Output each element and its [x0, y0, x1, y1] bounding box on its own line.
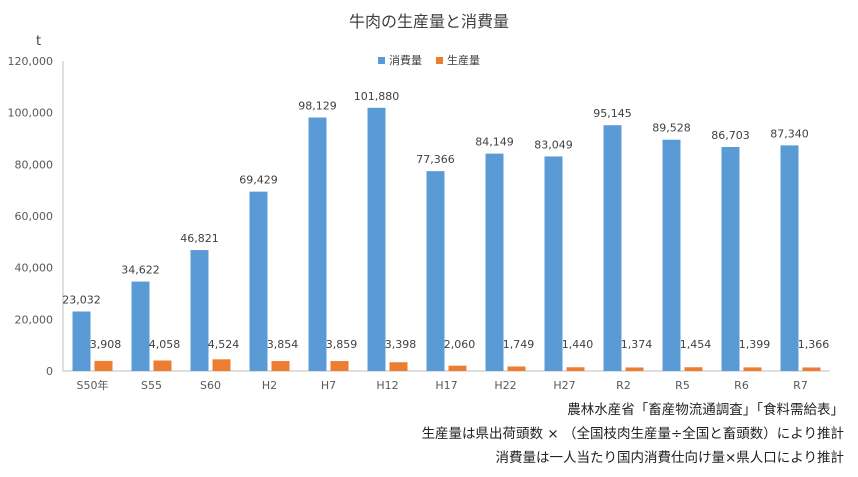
production-bar: [389, 362, 408, 371]
production-bar: [566, 367, 585, 371]
consumption-value-label: 95,145: [593, 107, 632, 120]
y-tick-label: 20,000: [15, 313, 54, 326]
x-tick-label: H27: [553, 379, 575, 392]
y-tick-label: 0: [46, 365, 53, 378]
legend-label-consumption: 消費量: [389, 54, 422, 67]
consumption-value-label: 46,821: [180, 232, 219, 245]
x-tick-label: H17: [435, 379, 457, 392]
production-bar: [625, 367, 644, 371]
production-bar: [330, 361, 349, 371]
consumption-value-label: 83,049: [534, 138, 573, 151]
production-value-label: 2,060: [444, 338, 476, 351]
consumption-bar: [190, 250, 209, 371]
chart-title: 牛肉の生産量と消費量: [348, 12, 509, 31]
consumption-value-label: 84,149: [475, 136, 514, 149]
y-tick-label: 60,000: [15, 210, 54, 223]
production-bar: [271, 361, 290, 371]
consumption-bar: [249, 191, 268, 371]
consumption-value-label: 23,032: [62, 294, 101, 307]
y-axis-unit: t: [36, 34, 42, 49]
legend-swatch-consumption: [378, 56, 385, 64]
x-tick-label: R5: [675, 379, 690, 392]
y-tick-label: 100,000: [8, 107, 54, 120]
production-value-label: 3,859: [326, 338, 358, 351]
source-note: 農林水産省「畜産物流通調査」「食料需給表」: [567, 402, 844, 418]
y-tick-label: 40,000: [15, 262, 54, 275]
consumption-bar: [485, 153, 504, 371]
production-value-label: 1,749: [503, 338, 535, 351]
consumption-bar: [544, 156, 563, 371]
production-value-label: 1,366: [798, 338, 830, 351]
consumption-value-label: 87,340: [770, 127, 809, 140]
x-tick-label: S50年: [77, 378, 109, 392]
production-value-label: 1,454: [680, 338, 712, 351]
x-tick-label: S55: [141, 379, 162, 392]
consumption-bar: [72, 311, 91, 371]
consumption-bar: [131, 281, 150, 371]
consumption-bar: [426, 171, 445, 371]
production-value-label: 1,399: [739, 338, 771, 351]
production-value-label: 3,398: [385, 338, 417, 351]
legend-item-consumption: 消費量: [378, 52, 422, 68]
consumption-value-label: 86,703: [711, 129, 750, 142]
consumption-value-label: 69,429: [239, 174, 278, 187]
production-value-label: 3,908: [90, 338, 122, 351]
x-tick-label: R6: [734, 379, 749, 392]
x-tick-label: H7: [321, 379, 336, 392]
production-value-label: 1,440: [562, 338, 594, 351]
x-tick-label: R2: [616, 379, 631, 392]
notes: 農林水産省「畜産物流通調査」「食料需給表」 生産量は県出荷頭数 × （全国枝肉生…: [422, 398, 844, 470]
x-tick-label: S60: [200, 379, 221, 392]
production-bar: [153, 360, 172, 371]
production-value-label: 4,524: [208, 338, 240, 351]
consumption-value-label: 77,366: [416, 153, 455, 166]
production-bar: [802, 367, 821, 371]
x-tick-label: R7: [793, 379, 808, 392]
y-tick-label: 120,000: [8, 55, 54, 68]
consumption-bar: [662, 139, 681, 371]
legend-label-production: 生産量: [447, 54, 480, 67]
production-value-label: 4,058: [149, 338, 181, 351]
legend: 消費量 生産量: [378, 52, 480, 68]
x-tick-label: H12: [376, 379, 398, 392]
production-bar: [212, 359, 231, 371]
consumption-value-label: 34,622: [121, 264, 160, 277]
consumption-note: 消費量は一人当たり国内消費仕向け量×県人口により推計: [495, 450, 844, 466]
production-value-label: 3,854: [267, 338, 299, 351]
consumption-bar: [721, 147, 740, 371]
legend-item-production: 生産量: [436, 52, 480, 68]
production-bar: [448, 365, 467, 371]
consumption-value-label: 101,880: [354, 90, 400, 103]
consumption-value-label: 98,129: [298, 100, 337, 113]
production-note: 生産量は県出荷頭数 × （全国枝肉生産量÷全国と畜頭数）により推計: [421, 426, 844, 442]
legend-swatch-production: [436, 56, 443, 64]
production-bar: [507, 366, 526, 371]
consumption-bar: [780, 145, 799, 371]
x-tick-label: H2: [262, 379, 277, 392]
production-bar: [684, 367, 703, 371]
consumption-bar: [603, 125, 622, 372]
consumption-bar: [367, 107, 386, 371]
x-tick-label: H22: [494, 379, 516, 392]
y-tick-label: 80,000: [15, 158, 54, 171]
consumption-bar: [308, 117, 327, 371]
production-bar: [743, 367, 762, 371]
bar-chart: 0 20,000 40,000 60,000 80,000 100,000 120,000 2…: [8, 55, 830, 392]
consumption-value-label: 89,528: [652, 122, 691, 135]
production-bar: [94, 360, 113, 371]
production-value-label: 1,374: [621, 338, 653, 351]
